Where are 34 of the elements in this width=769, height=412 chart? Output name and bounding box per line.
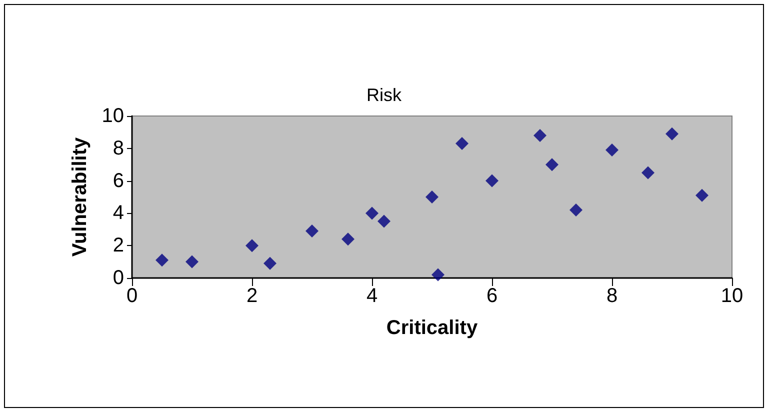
point <box>186 255 198 268</box>
y-tick-label: 0 <box>112 267 124 289</box>
x-axis-title: Criticality <box>386 317 478 339</box>
x-tick-label: 6 <box>486 285 498 307</box>
x-tick-label: 8 <box>606 285 618 307</box>
point <box>534 128 546 142</box>
point <box>246 239 258 252</box>
point <box>456 137 468 150</box>
x-tick-label: 2 <box>246 285 258 307</box>
y-axis-title: Vulnerability <box>69 136 91 257</box>
point <box>570 203 582 216</box>
point <box>642 166 654 180</box>
y-tick-label: 4 <box>112 202 124 224</box>
y-tick-label: 8 <box>112 137 124 160</box>
point <box>606 144 618 157</box>
point <box>342 232 354 246</box>
point <box>432 268 444 282</box>
point <box>306 224 318 238</box>
point <box>378 214 390 228</box>
x-tick-label: 4 <box>366 285 378 307</box>
point <box>264 256 276 270</box>
point <box>366 206 378 220</box>
point <box>696 188 708 202</box>
chart-title: Risk <box>366 85 402 105</box>
point <box>666 127 678 140</box>
x-tick-label: 10 <box>720 285 744 307</box>
point <box>546 158 558 172</box>
point <box>156 254 168 267</box>
y-tick-label: 2 <box>112 234 124 257</box>
point <box>426 190 438 204</box>
y-tick-label: 10 <box>102 105 124 127</box>
y-tick-label: 6 <box>112 170 124 192</box>
x-tick-label: 0 <box>126 285 138 307</box>
point <box>486 174 498 188</box>
